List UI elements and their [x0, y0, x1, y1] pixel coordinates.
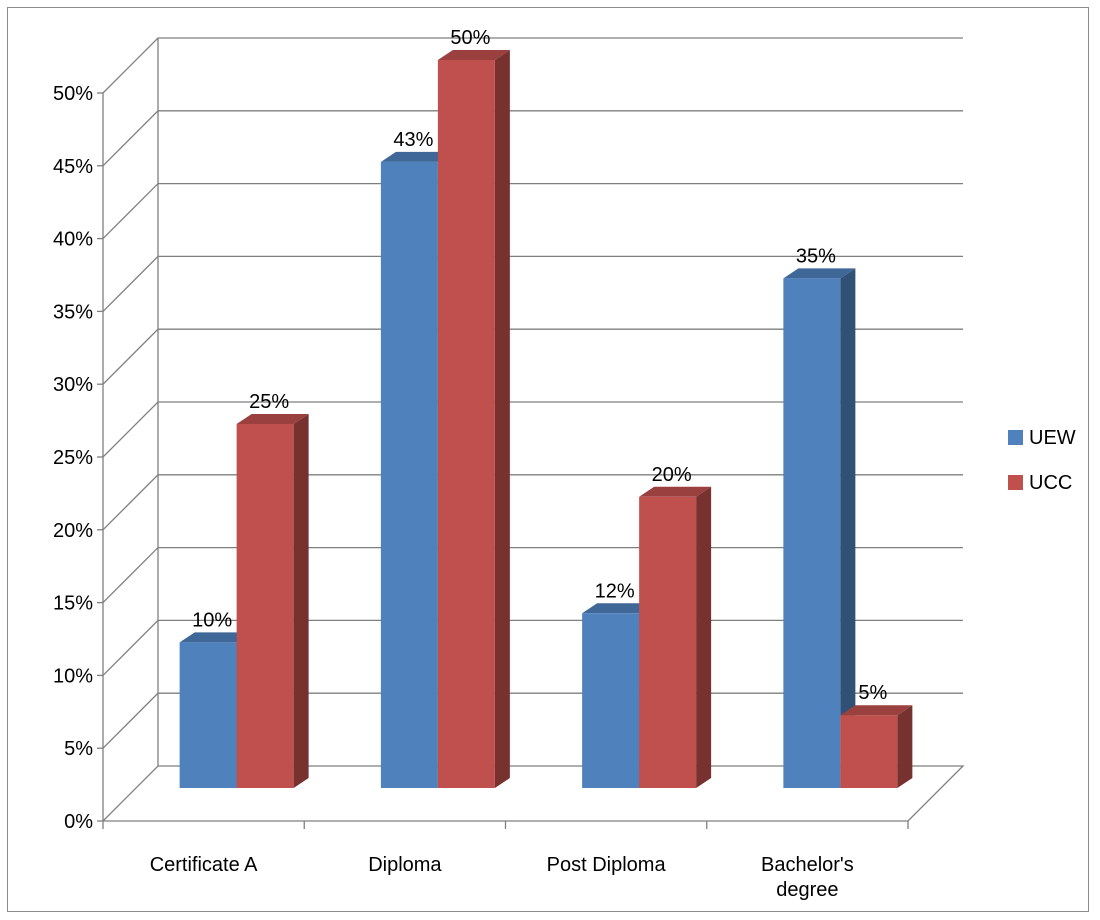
bar-side-face [494, 50, 510, 788]
y-tick-label: 45% [53, 156, 93, 178]
bar-side-face [696, 486, 712, 788]
gridline [102, 255, 963, 312]
x-tick-label-line: degree [776, 879, 838, 901]
legend-label-ucc: UCC [1029, 472, 1072, 494]
y-tick-label: 35% [53, 301, 93, 323]
data-label-ucc: 50% [450, 27, 490, 49]
bar-top-face [437, 50, 510, 60]
bar-front-face [380, 161, 438, 789]
data-label-ucc: 20% [652, 464, 692, 486]
bar-ucc [840, 705, 913, 788]
y-tick-label: 10% [53, 665, 93, 687]
bar-top-face [179, 632, 252, 643]
data-label-uew: 12% [595, 580, 635, 602]
y-axis: 0% 5% 10% 15% 20% 25% 30% 35% 40% 45% 50% [53, 83, 103, 833]
bar-ucc [437, 50, 510, 788]
data-label-ucc: 5% [858, 682, 887, 704]
chart-frame: 0% 5% 10% 15% 20% 25% 30% 35% 40% 45% 50% Certific… [7, 7, 1089, 912]
bar-front-face [179, 642, 237, 788]
bar-front-face [437, 60, 495, 788]
floor-plane [101, 765, 965, 822]
x-tick-label-line: Bachelor's [761, 854, 854, 876]
bar-top-face [380, 151, 453, 162]
gridline [102, 474, 963, 531]
bar-top-face [639, 486, 712, 497]
data-label-uew: 10% [192, 609, 232, 631]
y-tick-label: 20% [53, 520, 93, 542]
data-label-uew: 35% [796, 245, 836, 267]
x-tick-label: Post Diploma [547, 854, 667, 876]
y-tick-label: 25% [53, 447, 93, 469]
bar-uew [783, 268, 856, 788]
y-tick-label: 50% [53, 83, 93, 105]
bar-front-face [236, 424, 294, 788]
y-tick-label: 30% [53, 374, 93, 396]
bar-front-face [582, 613, 640, 788]
y-tick-label: 40% [53, 229, 93, 251]
y-tick-label: 0% [64, 811, 93, 833]
data-label-ucc: 25% [249, 391, 289, 413]
x-tick-label: Diploma [368, 854, 442, 876]
bar-side-face [840, 268, 856, 788]
gridline [102, 401, 963, 458]
gridline [102, 328, 963, 385]
bars [179, 50, 913, 789]
bar-top-face [783, 268, 856, 279]
x-tick-label: Certificate A [150, 854, 258, 876]
bar-chart: 0% 5% 10% 15% 20% 25% 30% 35% 40% 45% 50% Certific… [53, 27, 1076, 901]
data-labels: 10% 25% 43% 50% 12% 20% 35% 5% [192, 27, 887, 704]
bar-top-face [236, 414, 309, 424]
legend: UEW UCC [1008, 427, 1076, 494]
y-tick-label: 15% [53, 593, 93, 615]
bar-front-face [783, 278, 841, 788]
legend-swatch-ucc [1008, 475, 1023, 490]
bar-top-face [582, 603, 655, 614]
bar-front-face [639, 496, 697, 788]
legend-swatch-uew [1008, 430, 1023, 445]
bar-side-face [897, 705, 913, 788]
gridline [102, 37, 963, 94]
bar-ucc [639, 486, 712, 788]
legend-label-uew: UEW [1029, 427, 1076, 449]
x-tick-label: Bachelor's degree [761, 854, 854, 901]
chart-floor [101, 765, 965, 822]
bar-ucc [236, 414, 309, 788]
bar-top-face [840, 705, 913, 716]
gridline [102, 110, 963, 167]
y-tick-label: 5% [64, 738, 93, 760]
bar-front-face [840, 715, 898, 788]
x-axis: Certificate A Diploma Post Diploma Bachelor… [102, 821, 909, 901]
data-label-uew: 43% [393, 129, 433, 151]
gridline [102, 182, 963, 240]
bar-side-face [293, 414, 309, 788]
